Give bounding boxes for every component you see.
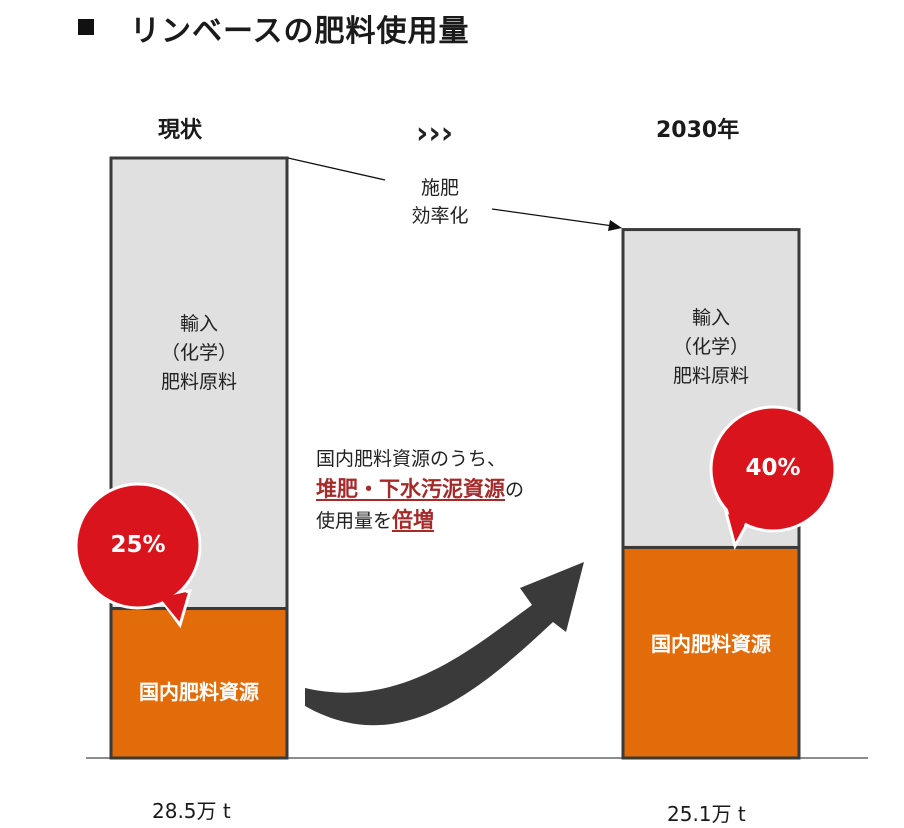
note-highlight-compost: 堆肥・下水汚泥資源 — [316, 477, 505, 501]
right-column-heading: 2030年 — [656, 118, 740, 143]
import-label-current: 輸入 （化学） 肥料原料 — [111, 310, 287, 397]
share-bubble-current — [74, 482, 202, 629]
efficiency-label: 施肥 効率化 — [400, 174, 480, 230]
efficiency-line-left — [287, 157, 386, 181]
bubble-tail-fill-2030 — [727, 506, 750, 540]
bubble-tail-fill-current — [160, 592, 186, 620]
chevrons-icon: ››› — [416, 116, 453, 151]
square-bullet-icon — [78, 19, 94, 35]
note-block: 国内肥料資源のうち、 堆肥・下水汚泥資源の 使用量を倍増 — [316, 444, 524, 536]
efficiency-arrow-line — [491, 208, 614, 227]
domestic-label-2030: 国内肥料資源 — [651, 632, 771, 656]
import-line-3: 肥料原料 — [160, 371, 237, 393]
note-line-3: 使用量を倍増 — [316, 505, 524, 536]
share-bubble-2030 — [709, 405, 837, 550]
bar-domestic-current — [109, 607, 289, 760]
left-column-heading: 現状 — [158, 118, 203, 143]
share-label-2030: 40% — [745, 455, 801, 481]
note-prefix: 使用量を — [316, 510, 393, 532]
total-current: 28.5万 t — [152, 799, 231, 823]
import-line-1: 輸入 — [691, 307, 730, 329]
efficiency-arrowhead-icon — [608, 220, 622, 231]
import-line-2: （化学） — [672, 336, 749, 358]
growth-arrow-icon — [305, 562, 584, 726]
note-suffix: の — [505, 479, 525, 501]
note-line-1: 国内肥料資源のうち、 — [316, 448, 507, 470]
bar-domestic-2030 — [621, 545, 801, 760]
import-line-1: 輸入 — [179, 313, 218, 335]
total-2030: 25.1万 t — [667, 802, 746, 826]
efficiency-line-1: 施肥 — [420, 177, 459, 199]
efficiency-line-2: 効率化 — [411, 205, 469, 227]
import-line-2: （化学） — [160, 342, 237, 364]
title-text: リンベースの肥料使用量 — [130, 14, 470, 49]
note-line-2: 堆肥・下水汚泥資源の — [316, 474, 524, 505]
import-line-3: 肥料原料 — [672, 365, 749, 387]
domestic-label-current: 国内肥料資源 — [139, 680, 259, 704]
bubble-circle-2030 — [709, 405, 837, 533]
share-label-current: 25% — [110, 532, 166, 558]
page-title: リンベースの肥料使用量 — [78, 6, 470, 50]
import-label-2030: 輸入 （化学） 肥料原料 — [623, 304, 799, 391]
note-highlight-double: 倍増 — [392, 508, 435, 532]
bubble-circle-current — [74, 482, 202, 610]
